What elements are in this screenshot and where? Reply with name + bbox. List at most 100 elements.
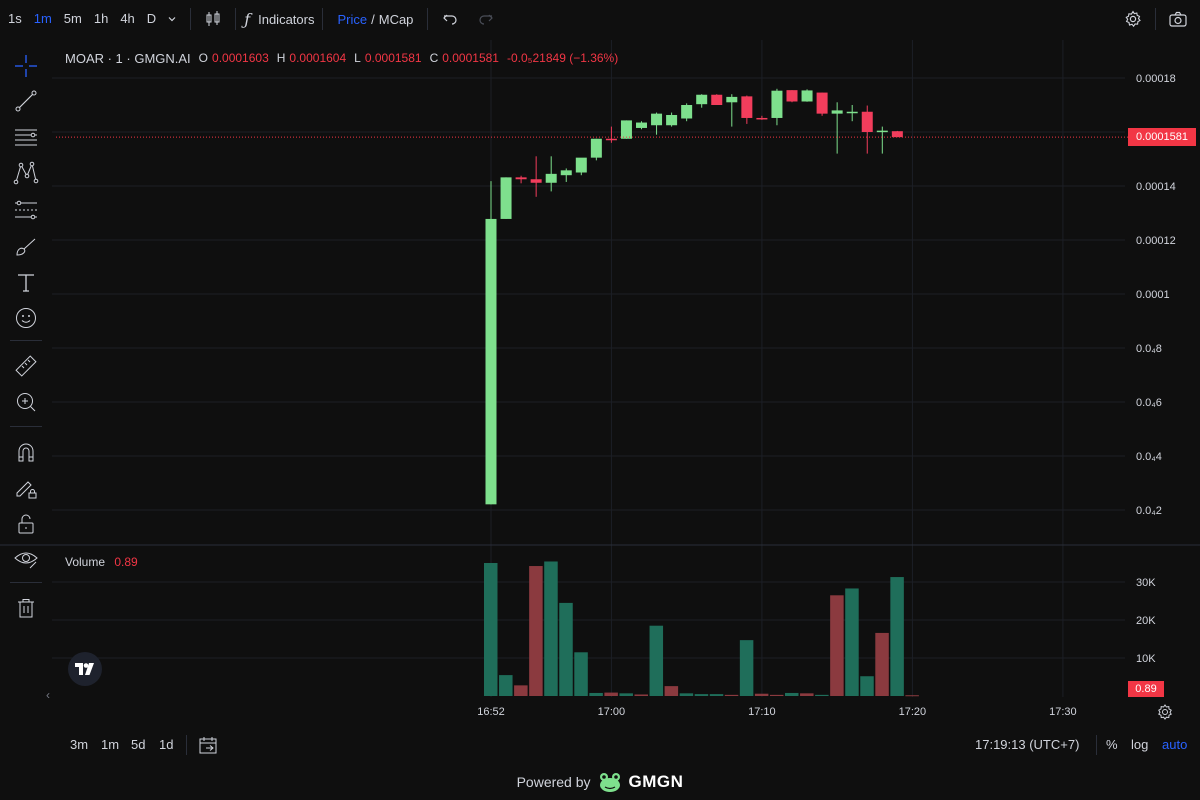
price-tick-label: 0.0₄8 (1136, 343, 1162, 355)
camera-icon[interactable] (1164, 5, 1192, 33)
log-scale-toggle[interactable]: log (1131, 737, 1149, 752)
clock-timezone[interactable]: 17:19:13 (UTC+7) (975, 737, 1080, 752)
price-mcap-toggle[interactable]: Price / MCap (331, 12, 419, 27)
range-1d[interactable]: 1d (159, 737, 174, 752)
price-tick-label: 0.00014 (1136, 181, 1176, 193)
low-label: L (354, 51, 361, 65)
volume-bar (649, 625, 664, 696)
volume-bar (619, 693, 633, 696)
candles-icon[interactable] (199, 5, 227, 33)
chart-canvas[interactable]: 0.000180.000160.000140.000120.00010.0₄80… (0, 0, 1200, 730)
powered-by-text: Powered by (516, 774, 591, 790)
volume-bar (754, 693, 769, 696)
candle-body (605, 138, 617, 141)
volume-bar (604, 692, 618, 696)
tradingview-logo[interactable] (68, 652, 102, 686)
lock-icon[interactable] (10, 508, 42, 540)
toolbar-divider (1155, 8, 1156, 30)
eye-icon[interactable] (10, 543, 42, 575)
candle-body (816, 92, 828, 114)
undo-icon[interactable] (436, 5, 464, 33)
lock-pencil-icon[interactable] (10, 472, 42, 504)
volume-label[interactable]: Volume (65, 555, 106, 569)
volume-bar (905, 695, 919, 697)
symbol-title[interactable]: MOAR · 1 · GMGN.AI (65, 51, 191, 66)
candle-body (831, 110, 843, 114)
candle-body (515, 177, 527, 180)
timeframe-1h[interactable]: 1h (93, 11, 109, 26)
brush-icon[interactable] (10, 231, 42, 263)
crosshair-icon[interactable] (10, 50, 42, 82)
redo-icon[interactable] (472, 5, 500, 33)
drawing-toolbar (0, 44, 52, 684)
ohlc-legend: MOAR · 1 · GMGN.AI O 0.0001603 H 0.0001604… (65, 51, 622, 66)
chart-grid (52, 40, 1125, 697)
timeframe-1m[interactable]: 1m (33, 11, 52, 26)
toolbar-divider (235, 8, 237, 30)
candle-body (651, 113, 663, 126)
price-tick-label: 0.0₄2 (1136, 505, 1162, 517)
volume-tick-label: 30K (1136, 577, 1156, 589)
range-5d[interactable]: 5d (131, 737, 146, 752)
volume-bar (484, 563, 498, 696)
volume-bar (860, 676, 874, 696)
bottom-divider (186, 735, 187, 755)
time-tick-label: 17:30 (1049, 706, 1077, 718)
candle-body (560, 170, 572, 176)
volume-bar (664, 686, 679, 696)
timeframe-4h[interactable]: 4h (120, 11, 135, 26)
candle-body (681, 105, 693, 119)
chevron-down-icon[interactable] (162, 5, 182, 33)
goto-date-icon[interactable] (198, 735, 218, 755)
bottom-toolbar: 3m 1m 5d 1d 17:19:13 (UTC+7) % log auto (0, 730, 1200, 760)
candle-body (620, 120, 632, 139)
range-3m[interactable]: 3m (70, 737, 89, 752)
price-mcap-slash: / (371, 11, 375, 27)
emoji-icon[interactable] (10, 302, 42, 334)
close-value: 0.0001581 (442, 51, 499, 65)
text-tool-icon[interactable] (10, 266, 42, 298)
volume-bar (830, 595, 844, 696)
candle-body (891, 131, 903, 138)
volume-bar (544, 561, 558, 696)
axis-settings-icon[interactable] (1156, 703, 1174, 721)
mcap-option[interactable]: MCap (378, 11, 414, 27)
volume-bar (529, 566, 543, 696)
range-1m[interactable]: 1m (101, 737, 120, 752)
percent-scale-toggle[interactable]: % (1106, 737, 1118, 752)
candlesticks (485, 88, 903, 505)
zoom-in-icon[interactable] (10, 386, 42, 418)
timeframe-D[interactable]: D (146, 11, 157, 26)
fib-levels-icon[interactable] (10, 194, 42, 226)
change-value: -0.0₅21849 (−1.36%) (506, 51, 619, 65)
magnet-icon[interactable] (10, 436, 42, 468)
current-price-tag: 0.0001581 (1128, 128, 1196, 146)
auto-scale-toggle[interactable]: auto (1162, 737, 1188, 752)
candle-body (786, 90, 798, 102)
volume-bar (514, 685, 528, 696)
collapse-toolbar-icon[interactable]: ‹ (46, 688, 50, 702)
volume-bar (724, 694, 739, 696)
timeframe-5m[interactable]: 5m (63, 11, 82, 26)
timeframe-1s[interactable]: 1s (8, 11, 22, 26)
bottom-divider (1096, 735, 1097, 755)
frog-logo-icon (599, 773, 620, 792)
volume-bar (559, 602, 573, 696)
time-tick-label: 17:20 (899, 706, 927, 718)
ruler-icon[interactable] (10, 350, 42, 382)
indicators-button[interactable]: ƒ Indicators (244, 10, 314, 29)
gmgn-brand[interactable]: GMGN (628, 772, 684, 791)
gear-icon[interactable] (1119, 5, 1147, 33)
candle-body (876, 130, 888, 133)
price-tick-label: 0.0001 (1136, 289, 1170, 301)
function-icon: ƒ (244, 9, 251, 29)
price-tick-label: 0.00018 (1136, 73, 1176, 85)
pattern-icon[interactable] (10, 157, 42, 189)
toolbar-separator (10, 340, 42, 341)
candle-body (756, 117, 768, 120)
horizontal-lines-icon[interactable] (10, 121, 42, 153)
candle-body (861, 111, 873, 132)
trend-line-icon[interactable] (10, 85, 42, 117)
price-option[interactable]: Price (337, 11, 368, 27)
trash-icon[interactable] (10, 592, 42, 624)
